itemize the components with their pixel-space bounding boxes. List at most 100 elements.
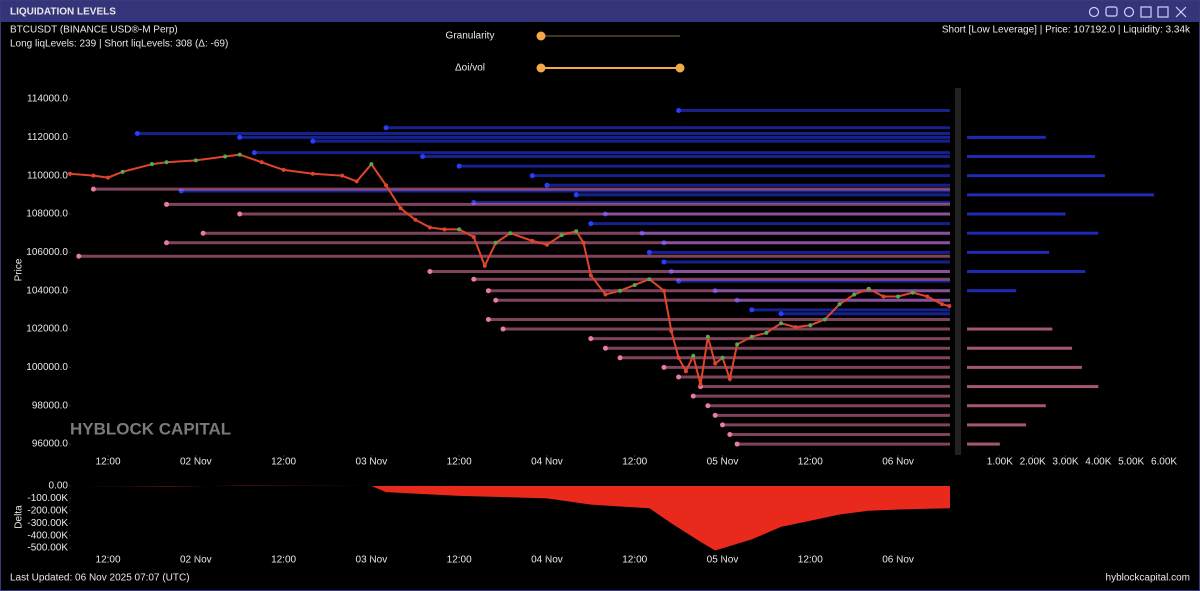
price-point (442, 227, 447, 232)
level-origin (749, 307, 755, 313)
title-bar (1, 1, 1199, 22)
price-point (676, 355, 681, 360)
price-point (398, 206, 403, 211)
y-tick-label: 108000.0 (26, 209, 68, 220)
x-tick-label: 12:00 (96, 555, 121, 566)
level-origin (493, 297, 499, 303)
hover-info: Short [Low Leverage] | Price: 107192.0 |… (942, 25, 1191, 36)
price-point (493, 240, 498, 245)
level-origin (676, 374, 682, 380)
price-point (822, 317, 827, 322)
settings[interactable] (1123, 6, 1135, 18)
slider-handle[interactable] (536, 63, 546, 73)
level-counts: Long liqLevels: 239 | Short liqLevels: 3… (10, 39, 228, 50)
snapshot[interactable] (1105, 6, 1118, 17)
price-point (482, 263, 487, 268)
y-tick-label: 114000.0 (27, 94, 68, 105)
y-tick-label: 0.00 (49, 481, 69, 492)
price-point (735, 342, 740, 347)
level-origin (471, 276, 477, 282)
price-point (544, 242, 549, 247)
price-point (720, 355, 725, 360)
level-origin (90, 186, 96, 192)
liquidity-bar (967, 442, 1000, 446)
x-tick-label: 1.00K (987, 457, 1013, 468)
level-origin (690, 393, 696, 399)
price-point (632, 282, 637, 287)
level-origin (544, 182, 550, 188)
price-point (910, 290, 915, 295)
x-tick-label: 12:00 (798, 555, 823, 566)
price-point (896, 294, 901, 299)
level-origin (676, 107, 682, 113)
level-origin (237, 134, 243, 140)
x-tick-label: 05 Nov (707, 457, 739, 468)
price-point (683, 369, 688, 374)
price-point (91, 173, 96, 178)
price-point (698, 382, 703, 387)
price-point (866, 286, 871, 291)
liquidity-bar (967, 135, 1046, 139)
level-origin (573, 192, 579, 198)
price-point (852, 292, 857, 297)
price-point (793, 325, 798, 330)
level-origin (617, 355, 623, 361)
price-point (647, 277, 652, 282)
x-tick-label: 5.00K (1118, 457, 1144, 468)
price-point (691, 353, 696, 358)
liquidity-bar (967, 404, 1046, 408)
price-point (223, 154, 228, 159)
price-point (193, 158, 198, 163)
price-point (618, 288, 623, 293)
level-origin (588, 221, 594, 227)
x-tick-label: 04 Nov (531, 457, 563, 468)
liquidity-bar (967, 212, 1066, 216)
x-tick-label: 05 Nov (707, 555, 739, 566)
price-point (727, 376, 732, 381)
site-link[interactable]: hyblockcapital.com (1106, 573, 1190, 584)
level-origin (427, 269, 433, 275)
y-tick-label: 106000.0 (26, 247, 68, 258)
close[interactable] (1175, 6, 1187, 18)
price-point (281, 167, 286, 172)
price-point (947, 304, 952, 309)
x-tick-label: 12:00 (271, 457, 296, 468)
price-point (705, 334, 710, 339)
liquidity-bar (967, 174, 1105, 178)
price-point (779, 321, 784, 326)
level-origin (485, 288, 491, 294)
symbol: BTCUSDT (BINANCE USD®-M Perp) (10, 25, 178, 36)
slider-handle[interactable] (536, 31, 546, 41)
toolbar[interactable] (1088, 6, 1187, 18)
level-origin (200, 230, 206, 236)
save[interactable] (1140, 6, 1152, 18)
price-point (164, 160, 169, 165)
y-tick-label: 104000.0 (26, 285, 68, 296)
level-origin (661, 259, 667, 265)
slider-label: Δoi/vol (455, 63, 485, 74)
expand[interactable] (1157, 6, 1169, 18)
x-tick-label: 03 Nov (356, 457, 388, 468)
slider-handle[interactable] (675, 63, 685, 73)
y-tick-label: 110000.0 (27, 170, 68, 181)
liquidity-bar (967, 193, 1155, 197)
level-origin (134, 131, 140, 137)
price-point (340, 173, 345, 178)
x-tick-label: 12:00 (96, 457, 121, 468)
level-origin (237, 211, 243, 217)
panel-title: LIQUIDATION LEVELS (10, 7, 116, 18)
liquidity-bar (967, 327, 1053, 331)
price-point (669, 328, 674, 333)
x-tick-label: 03 Nov (356, 555, 388, 566)
x-tick-label: 12:00 (447, 457, 472, 468)
level-origin (76, 253, 82, 259)
x-tick-label: 2.00K (1020, 457, 1046, 468)
refresh[interactable] (1088, 6, 1100, 18)
price-point (106, 175, 111, 180)
level-origin (705, 403, 711, 409)
level-origin (661, 364, 667, 370)
liquidity-bar (967, 365, 1082, 369)
price-point (713, 361, 718, 366)
